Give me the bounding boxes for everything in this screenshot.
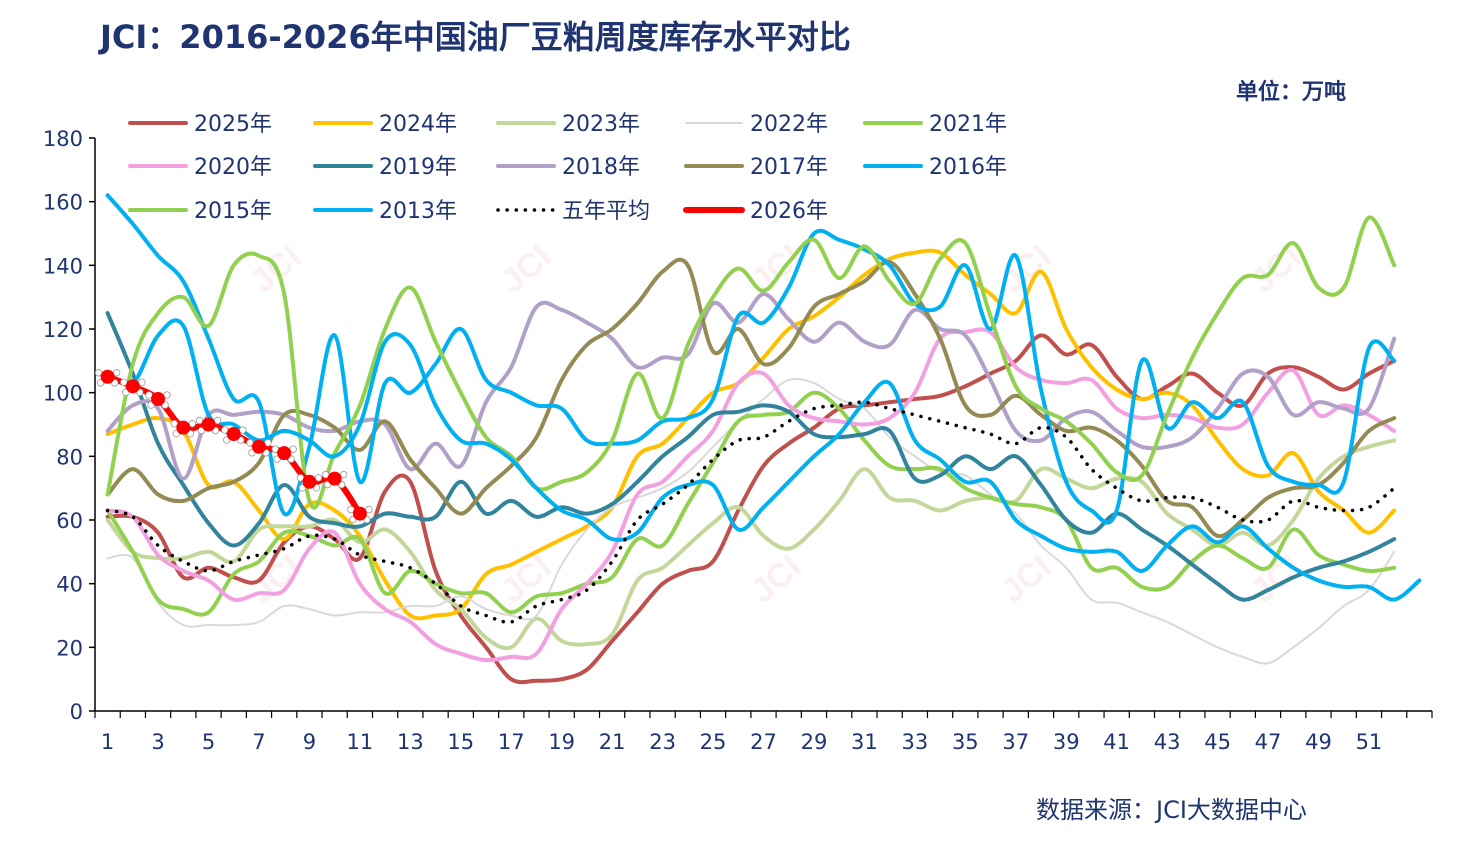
marker-2026-point bbox=[176, 420, 191, 435]
series-line-8 bbox=[105, 257, 1397, 539]
x-tick-label: 37 bbox=[1002, 730, 1029, 754]
legend-label: 2013年 bbox=[379, 199, 457, 224]
x-tick-label: 25 bbox=[700, 730, 727, 754]
marker-2026-point bbox=[100, 369, 115, 384]
x-tick-label: 51 bbox=[1356, 730, 1383, 754]
y-tick-label: 180 bbox=[43, 127, 83, 151]
series-line-11 bbox=[105, 318, 1422, 602]
x-tick-label: 29 bbox=[801, 730, 828, 754]
y-tick-label: 120 bbox=[43, 318, 83, 342]
x-tick-label: 39 bbox=[1053, 730, 1080, 754]
y-tick-label: 40 bbox=[56, 573, 83, 597]
legend-label: 2016年 bbox=[929, 155, 1007, 180]
marker-2026-point bbox=[201, 417, 216, 432]
series-line-4 bbox=[105, 390, 1397, 617]
marker-2026-point bbox=[226, 427, 241, 442]
series-line-1 bbox=[105, 248, 1397, 621]
x-tick-label: 13 bbox=[397, 730, 424, 754]
x-tick-label: 31 bbox=[851, 730, 878, 754]
marker-2026-point bbox=[277, 446, 292, 461]
x-tick-label: 9 bbox=[303, 730, 316, 754]
x-tick-label: 23 bbox=[649, 730, 676, 754]
x-tick-label: 19 bbox=[548, 730, 575, 754]
x-tick-label: 3 bbox=[151, 730, 164, 754]
x-tick-label: 47 bbox=[1255, 730, 1282, 754]
x-tick-label: 5 bbox=[202, 730, 215, 754]
legend-label: 2017年 bbox=[750, 155, 828, 180]
x-tick-label: 27 bbox=[750, 730, 777, 754]
x-tick-label: 33 bbox=[901, 730, 928, 754]
x-tick-label: 21 bbox=[599, 730, 626, 754]
y-tick-label: 0 bbox=[70, 700, 83, 724]
x-tick-label: 41 bbox=[1103, 730, 1130, 754]
marker-2026-point bbox=[302, 474, 317, 489]
series-line-12 bbox=[105, 400, 1396, 624]
x-tick-label: 43 bbox=[1154, 730, 1181, 754]
y-tick-label: 100 bbox=[43, 382, 83, 406]
series-line-10 bbox=[105, 215, 1397, 510]
legend-label: 2018年 bbox=[562, 155, 640, 180]
x-tick-label: 17 bbox=[498, 730, 525, 754]
y-tick-label: 60 bbox=[56, 509, 83, 533]
legend-label: 2015年 bbox=[194, 199, 272, 224]
marker-2026-point bbox=[251, 439, 266, 454]
legend-label: 五年平均 bbox=[562, 199, 650, 224]
unit-label: 单位：万吨 bbox=[1236, 80, 1347, 105]
page-title: JCI：2016-2026年中国油厂豆粕周度库存水平对比 bbox=[100, 18, 851, 56]
series-line-9 bbox=[105, 193, 1397, 525]
marker-2026-point bbox=[151, 392, 166, 407]
legend-label: 2024年 bbox=[379, 112, 457, 137]
marker-2026-point bbox=[327, 471, 342, 486]
y-tick-label: 80 bbox=[56, 445, 83, 469]
series-2026-markers bbox=[94, 369, 373, 524]
marker-2026-point bbox=[125, 379, 140, 394]
legend-label: 2025年 bbox=[194, 112, 272, 137]
legend-label: 2021年 bbox=[929, 112, 1007, 137]
x-tick-label: 49 bbox=[1305, 730, 1332, 754]
x-tick-label: 7 bbox=[252, 730, 265, 754]
x-tick-label: 11 bbox=[347, 730, 374, 754]
legend-label: 2019年 bbox=[379, 155, 457, 180]
x-tick-label: 35 bbox=[952, 730, 979, 754]
marker-2026-point bbox=[352, 506, 367, 521]
chart-series bbox=[104, 193, 1422, 685]
legend-label: 2022年 bbox=[750, 112, 828, 137]
legend-label: 2026年 bbox=[750, 199, 828, 224]
chart-legend: 2025年 2024年 2023年 2022年 2021年 2020年 2019年 2018年… bbox=[128, 112, 1007, 224]
x-tick-label: 45 bbox=[1204, 730, 1231, 754]
legend-label: 2023年 bbox=[562, 112, 640, 137]
x-tick-label: 1 bbox=[101, 730, 114, 754]
series-line-6 bbox=[105, 311, 1397, 602]
data-source: 数据来源：JCI大数据中心 bbox=[1036, 796, 1307, 824]
y-tick-label: 20 bbox=[56, 636, 83, 660]
y-tick-label: 140 bbox=[43, 254, 83, 278]
series-line-0 bbox=[105, 333, 1397, 685]
y-tick-label: 160 bbox=[43, 191, 83, 215]
x-tick-label: 15 bbox=[447, 730, 474, 754]
legend-label: 2020年 bbox=[194, 155, 272, 180]
